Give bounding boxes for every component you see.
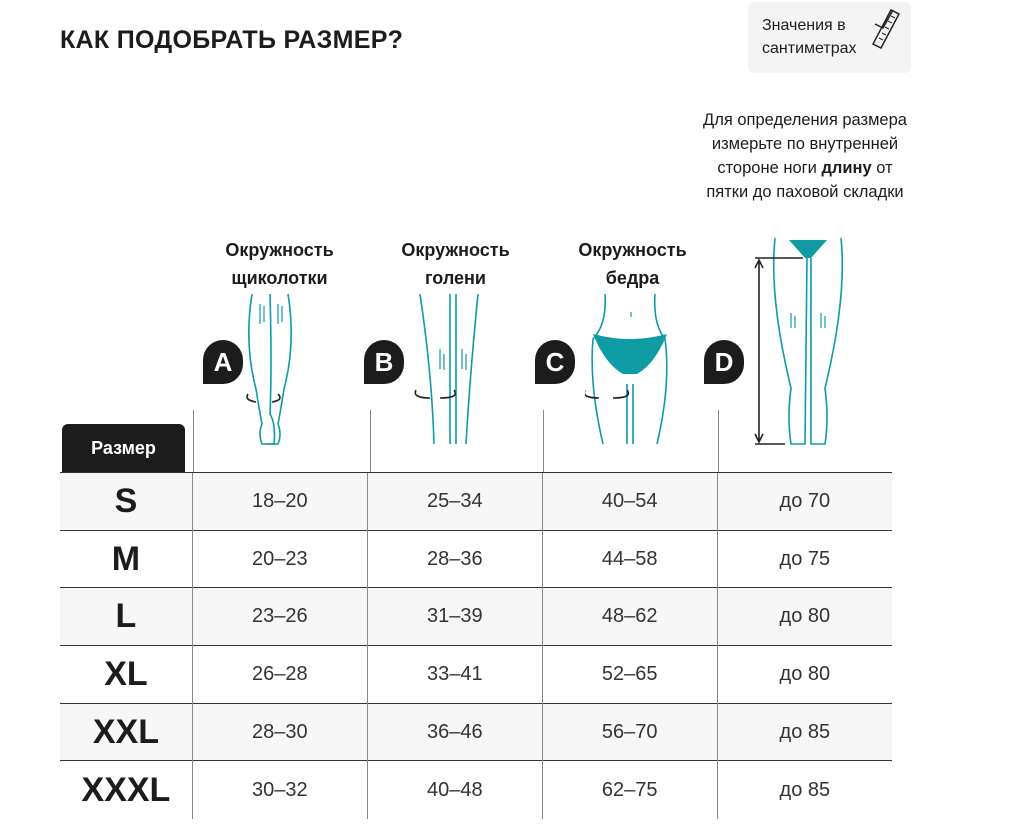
measurement-cell: до 80	[716, 645, 892, 704]
measurement-cell: 52–65	[541, 645, 718, 704]
marker-d: D	[704, 340, 744, 384]
measurement-cell: до 85	[716, 702, 892, 761]
size-column-header: Размер	[62, 424, 185, 472]
marker-b: B	[364, 340, 404, 384]
measurement-cell: 25–34	[366, 472, 543, 531]
column-divider	[543, 410, 544, 472]
measurement-cell: 62–75	[541, 760, 718, 819]
marker-a: A	[203, 340, 243, 384]
column-divider	[193, 410, 194, 472]
size-label: M	[60, 529, 193, 588]
measurement-cell: 48–62	[541, 587, 718, 646]
table-row: XL 26–28 33–41 52–65 до 80	[60, 645, 892, 704]
size-label: XL	[60, 645, 193, 704]
column-divider	[370, 410, 371, 472]
column-header-thigh: Окружность бедра	[578, 240, 687, 288]
column-divider	[718, 410, 719, 472]
measurement-cell: до 85	[716, 760, 892, 819]
measurement-cell: до 75	[716, 529, 892, 588]
badge-line2: сантиметрах	[762, 40, 857, 57]
units-badge: Значения в сантиметрах	[748, 2, 911, 73]
table-row: XXL 28–30 36–46 56–70 до 85	[60, 702, 892, 761]
measurement-cell: 40–48	[366, 760, 543, 819]
size-label: XXL	[60, 702, 193, 761]
measurement-cell: 26–28	[191, 645, 368, 704]
table-row: XXXL 30–32 40–48 62–75 до 85	[60, 760, 892, 819]
measurement-cell: до 70	[716, 472, 892, 531]
page-title: КАК ПОДОБРАТЬ РАЗМЕР?	[60, 26, 404, 54]
measurement-cell: 28–30	[191, 702, 368, 761]
column-header-calf: Окружность голени	[401, 240, 510, 288]
table-row: M 20–23 28–36 44–58 до 75	[60, 529, 892, 588]
measurement-cell: 56–70	[541, 702, 718, 761]
ankle-illustration	[246, 294, 292, 445]
measurement-cell: до 80	[716, 587, 892, 646]
size-label: XXXL	[60, 760, 193, 819]
measurement-cell: 36–46	[366, 702, 543, 761]
column-header-ankle: Окружность щиколотки	[225, 240, 334, 288]
calf-illustration	[414, 294, 479, 445]
measurement-cell: 31–39	[366, 587, 543, 646]
measurement-cell: 44–58	[541, 529, 718, 588]
size-label: L	[60, 587, 193, 646]
size-label: S	[60, 472, 193, 531]
measuring-tape-icon	[871, 9, 901, 49]
size-table: S 18–20 25–34 40–54 до 70 M 20–23 28–36 44–58 до …	[60, 472, 892, 819]
measurement-cell: 40–54	[541, 472, 718, 531]
table-row: L 23–26 31–39 48–62 до 80	[60, 587, 892, 646]
measurement-cell: 20–23	[191, 529, 368, 588]
measurement-cell: 30–32	[191, 760, 368, 819]
table-row: S 18–20 25–34 40–54 до 70	[60, 472, 892, 531]
marker-c: C	[535, 340, 575, 384]
measurement-cell: 18–20	[191, 472, 368, 531]
measurement-cell: 33–41	[366, 645, 543, 704]
measurement-cell: 23–26	[191, 587, 368, 646]
thigh-illustration	[585, 294, 668, 445]
measurement-cell: 28–36	[366, 529, 543, 588]
length-instruction: Для определения размера измерьте по внут…	[703, 111, 907, 201]
badge-line1: Значения в	[762, 17, 846, 34]
leg-length-illustration	[754, 238, 844, 445]
